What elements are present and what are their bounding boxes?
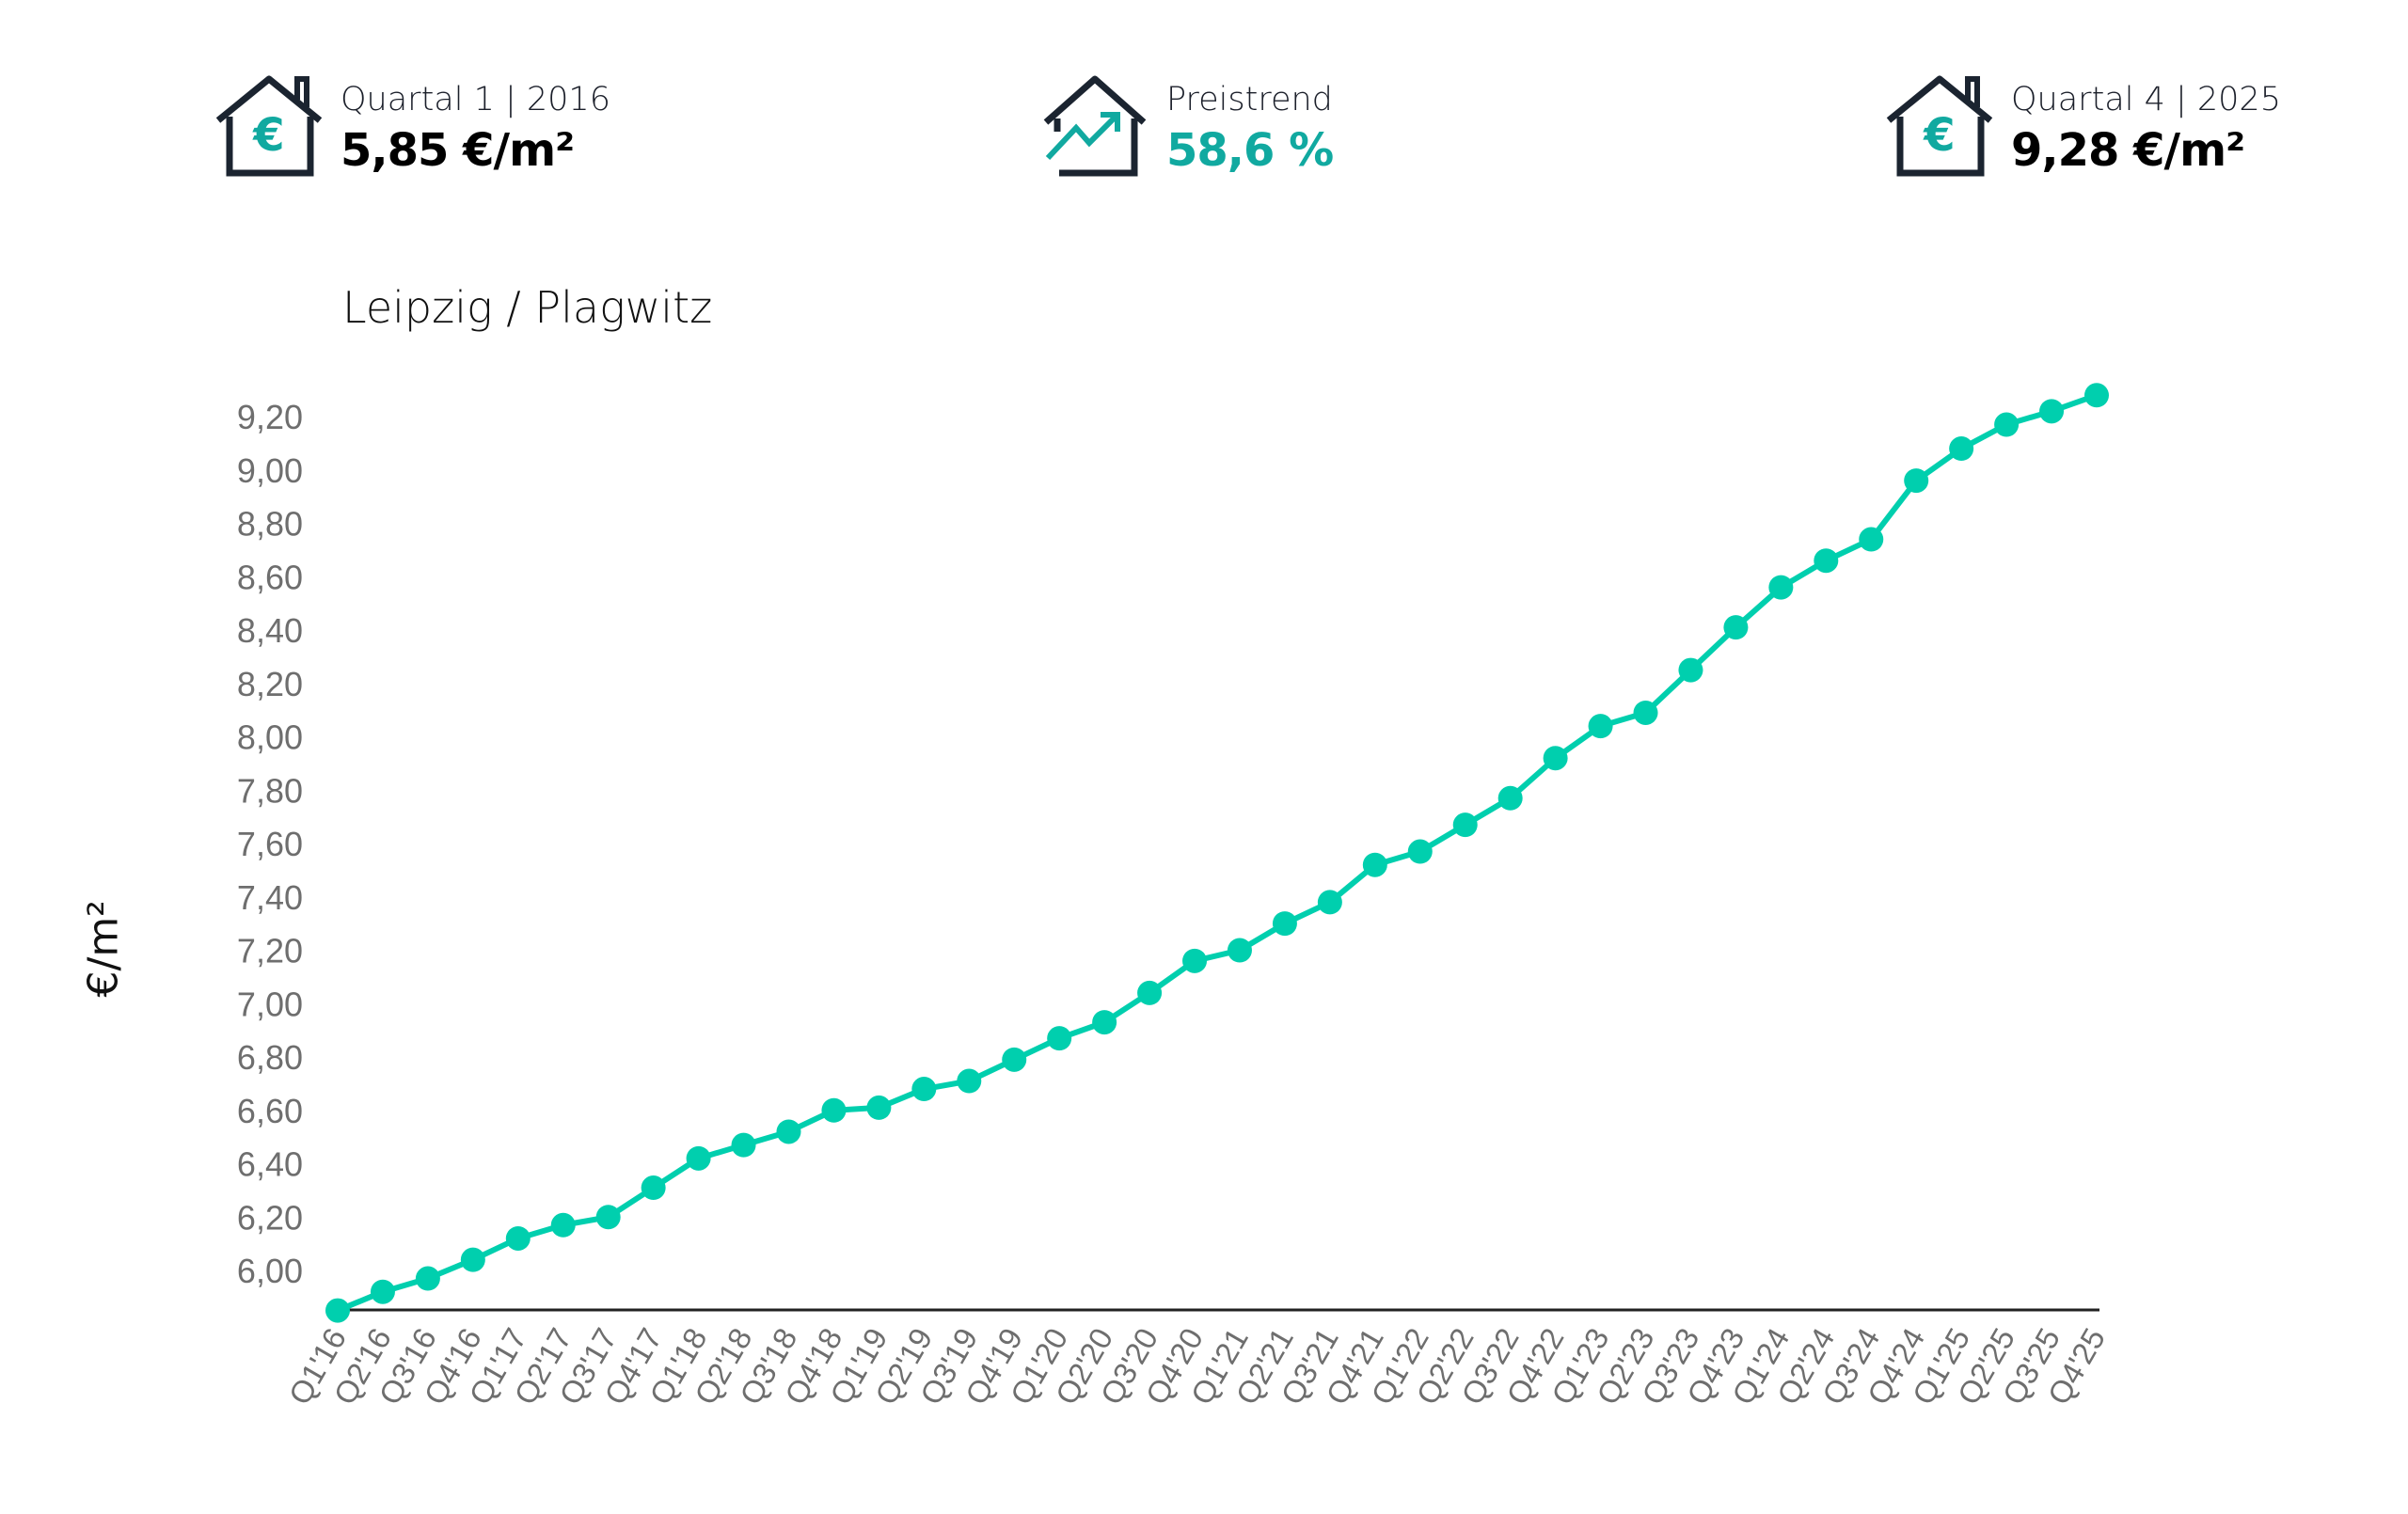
kpi-end-value: 9,28 €/m²	[2011, 124, 2245, 177]
y-tick-label: 7,80	[237, 771, 303, 810]
data-point	[1633, 700, 1658, 725]
data-point	[866, 1095, 892, 1120]
data-point	[1362, 852, 1387, 877]
y-tick-label: 8,80	[237, 505, 303, 544]
y-tick-label: 8,40	[237, 611, 303, 650]
y-tick-label: 7,60	[237, 825, 303, 863]
data-point	[2084, 383, 2109, 408]
kpi-trend-value: 58,6 %	[1166, 124, 1334, 177]
svg-text:€: €	[1923, 109, 1955, 162]
data-point	[505, 1225, 531, 1251]
kpi-end-label: Quartal 4 | 2025	[2011, 81, 2281, 118]
data-point	[1272, 911, 1297, 937]
data-point	[911, 1077, 937, 1102]
data-point	[731, 1132, 756, 1158]
data-point	[415, 1266, 440, 1291]
y-tick-label: 9,00	[237, 451, 303, 490]
kpi-start: € Quartal 1 | 2016 5,85 €/m²	[214, 75, 610, 179]
data-point	[1543, 746, 1568, 771]
y-tick-label: 6,00	[237, 1252, 303, 1290]
data-point	[1768, 575, 1794, 600]
data-point	[1814, 548, 1839, 574]
y-tick-label: 8,60	[237, 558, 303, 596]
data-point	[1137, 980, 1163, 1005]
data-point	[957, 1068, 982, 1094]
house-trend-up-icon	[1043, 75, 1147, 177]
house-euro-icon: €	[1886, 75, 1993, 177]
data-point	[1497, 785, 1523, 811]
y-tick-label: 7,00	[237, 985, 303, 1023]
kpi-trend: Preistrend 58,6 %	[1040, 75, 1334, 179]
chart-title: Leipzig / Plagwitz	[342, 282, 713, 333]
series-line	[336, 392, 2099, 1314]
data-point	[1092, 1010, 1117, 1035]
data-point	[1588, 714, 1613, 739]
data-point	[1904, 468, 1929, 494]
kpi-start-label: Quartal 1 | 2016	[341, 81, 610, 118]
y-tick-label: 6,40	[237, 1145, 303, 1184]
data-point	[1227, 938, 1252, 963]
y-tick-label: 6,20	[237, 1198, 303, 1237]
y-tick-label: 7,20	[237, 932, 303, 970]
data-point	[821, 1097, 847, 1123]
data-point	[370, 1279, 395, 1304]
data-point	[1723, 615, 1749, 640]
data-point	[1949, 436, 1974, 462]
data-point	[641, 1175, 666, 1201]
data-point	[460, 1247, 485, 1272]
data-point	[776, 1119, 801, 1144]
y-tick-label: 7,40	[237, 878, 303, 917]
kpi-trend-label: Preistrend	[1166, 81, 1333, 118]
data-point	[1452, 812, 1478, 838]
data-point	[1047, 1026, 1072, 1051]
data-point	[1002, 1047, 1027, 1072]
y-tick-label: 9,20	[237, 398, 303, 436]
data-point	[595, 1205, 621, 1230]
data-point	[1407, 839, 1433, 864]
data-point	[1317, 890, 1342, 915]
y-tick-label: 6,80	[237, 1038, 303, 1077]
data-point	[1994, 412, 2020, 437]
kpi-end: € Quartal 4 | 2025 9,28 €/m²	[1885, 75, 2281, 179]
data-point	[1859, 527, 1884, 552]
y-tick-label: 6,60	[237, 1092, 303, 1130]
data-point	[550, 1212, 576, 1238]
svg-text:€: €	[252, 109, 284, 162]
data-point	[1678, 657, 1703, 683]
data-point	[325, 1298, 350, 1323]
y-tick-label: 8,20	[237, 665, 303, 703]
data-point	[2039, 399, 2065, 424]
house-euro-icon: €	[215, 75, 323, 177]
data-point	[686, 1145, 711, 1171]
data-point	[1182, 948, 1208, 973]
y-tick-label: 8,00	[237, 718, 303, 757]
kpi-start-value: 5,85 €/m²	[341, 124, 575, 177]
